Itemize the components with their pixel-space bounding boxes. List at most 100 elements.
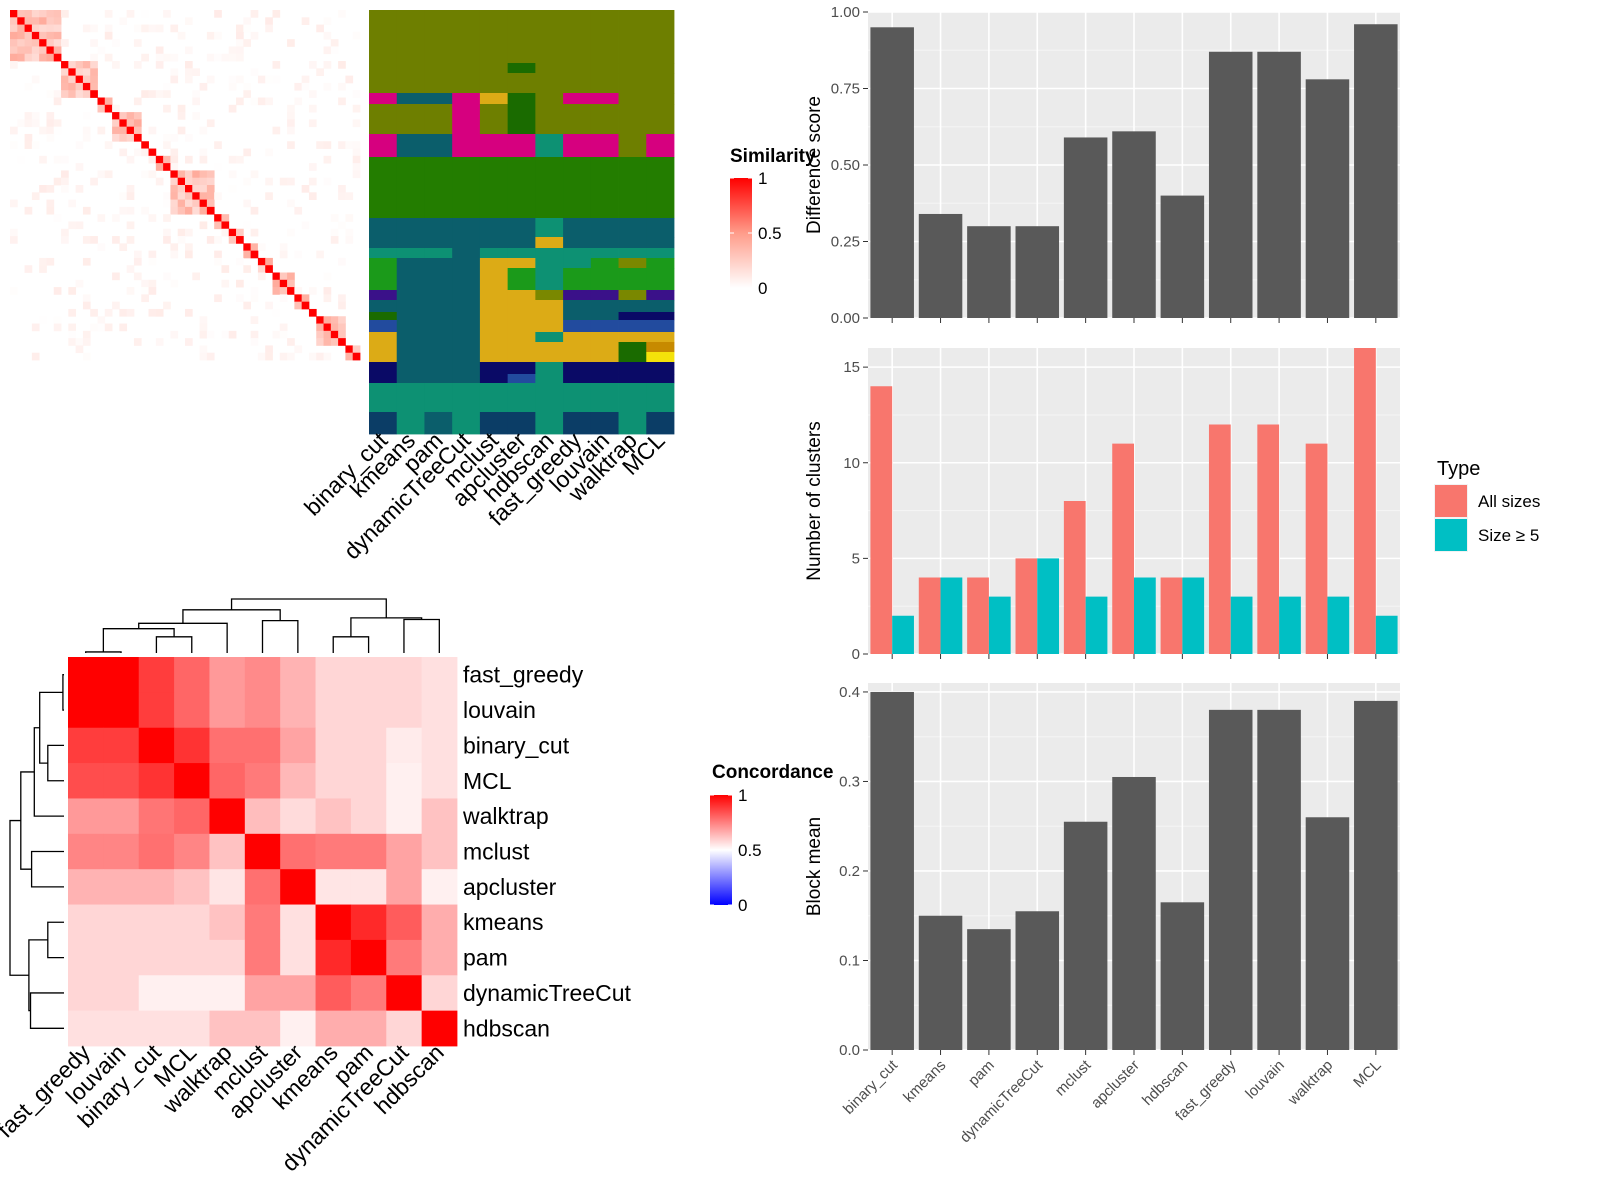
similarity-cell	[17, 46, 25, 55]
similarity-heatmap	[10, 10, 361, 361]
concordance-row-label: fast_greedy	[463, 662, 584, 688]
similarity-cell	[31, 112, 40, 120]
assignment-cell	[590, 312, 619, 321]
similarity-cell	[148, 148, 157, 157]
similarity-cell	[316, 24, 324, 33]
similarity-cell	[345, 228, 354, 237]
assignment-cell	[396, 312, 425, 321]
assignment-cell	[563, 312, 592, 321]
concordance-row-label: walktrap	[462, 803, 549, 829]
assignment-cell	[618, 10, 647, 64]
similarity-cell	[133, 112, 142, 120]
similarity-cell	[61, 170, 69, 179]
similarity-cell	[250, 10, 259, 18]
bar	[1257, 51, 1301, 318]
similarity-cell	[257, 243, 266, 252]
similarity-cell	[155, 90, 164, 98]
concordance-cell	[421, 975, 458, 1012]
similarity-cell	[257, 97, 266, 106]
concordance-cell	[103, 763, 140, 799]
similarity-cell	[272, 126, 281, 135]
assignment-cell	[590, 93, 619, 105]
similarity-cell	[214, 53, 222, 62]
similarity-cell	[323, 323, 332, 332]
similarity-cell	[250, 294, 259, 303]
assignment-cell	[618, 268, 647, 291]
assignment-cell	[590, 342, 619, 353]
similarity-cell	[75, 185, 84, 193]
similarity-cell	[75, 141, 84, 149]
similarity-cell	[53, 17, 62, 25]
assignment-cell	[452, 73, 481, 94]
similarity-cell	[170, 206, 179, 215]
bar	[870, 27, 914, 319]
similarity-cell	[272, 75, 281, 84]
similarity-cell	[206, 192, 215, 200]
similarity-cell	[31, 46, 40, 55]
concordance-cell	[386, 763, 423, 799]
concordance-cell	[421, 1010, 458, 1047]
concordance-cell	[138, 1010, 175, 1047]
similarity-cell	[46, 133, 55, 142]
legend-tick-label: 1	[738, 786, 747, 805]
assignment-cell	[396, 320, 425, 333]
similarity-cell	[39, 265, 47, 273]
similarity-cell	[236, 236, 244, 244]
similarity-cell	[250, 68, 259, 77]
similarity-cell	[97, 97, 106, 106]
similarity-cell	[308, 163, 317, 171]
similarity-cell	[228, 236, 237, 244]
assignment-cell	[590, 237, 619, 249]
concordance-cell	[350, 975, 387, 1012]
concordance-row-label: mclust	[463, 839, 530, 865]
similarity-cell	[279, 243, 288, 252]
assignment-cell	[535, 248, 564, 259]
similarity-cell	[185, 192, 193, 200]
similarity-cell	[185, 46, 193, 55]
concordance-cell	[68, 904, 104, 941]
y-tick-label: 0.25	[831, 234, 860, 251]
similarity-cell	[112, 112, 120, 120]
similarity-cell	[97, 316, 106, 324]
similarity-cell	[323, 31, 332, 40]
similarity-cell	[170, 24, 179, 33]
assignment-cell	[369, 362, 398, 375]
concordance-cell	[209, 939, 246, 976]
similarity-cell	[308, 192, 317, 200]
concordance-cell	[280, 904, 316, 941]
similarity-cell	[46, 119, 55, 128]
similarity-cell	[272, 308, 281, 317]
x-tick-label: mclust	[1052, 1056, 1095, 1099]
similarity-cell	[61, 177, 69, 186]
similarity-cell	[323, 177, 332, 186]
similarity-cell	[352, 31, 361, 40]
assignment-cell	[507, 73, 536, 94]
similarity-cell	[199, 126, 208, 135]
similarity-cell	[90, 61, 98, 69]
bar	[1305, 443, 1328, 654]
similarity-cell	[257, 75, 266, 84]
assignment-cell	[563, 237, 592, 249]
assignment-cell	[452, 362, 481, 375]
assignment-cell	[646, 258, 675, 269]
concordance-cell	[209, 904, 246, 941]
similarity-cell	[214, 10, 222, 18]
concordance-cell	[244, 975, 281, 1012]
similarity-cell	[148, 287, 157, 295]
assignment-cell	[618, 383, 647, 413]
assignment-cell	[479, 342, 509, 353]
similarity-cell	[308, 177, 317, 186]
concordance-cell	[350, 904, 387, 941]
bar	[967, 577, 989, 654]
concordance-cell	[350, 939, 387, 976]
bar	[1208, 709, 1253, 1050]
similarity-cell	[90, 75, 98, 84]
similarity-cell	[236, 75, 244, 84]
similarity-cell	[352, 119, 361, 128]
similarity-cell	[301, 75, 310, 84]
similarity-cell	[323, 61, 332, 69]
bar	[1375, 615, 1398, 654]
similarity-cell	[272, 287, 281, 295]
similarity-cell	[330, 46, 339, 55]
concordance-cell	[386, 727, 423, 764]
